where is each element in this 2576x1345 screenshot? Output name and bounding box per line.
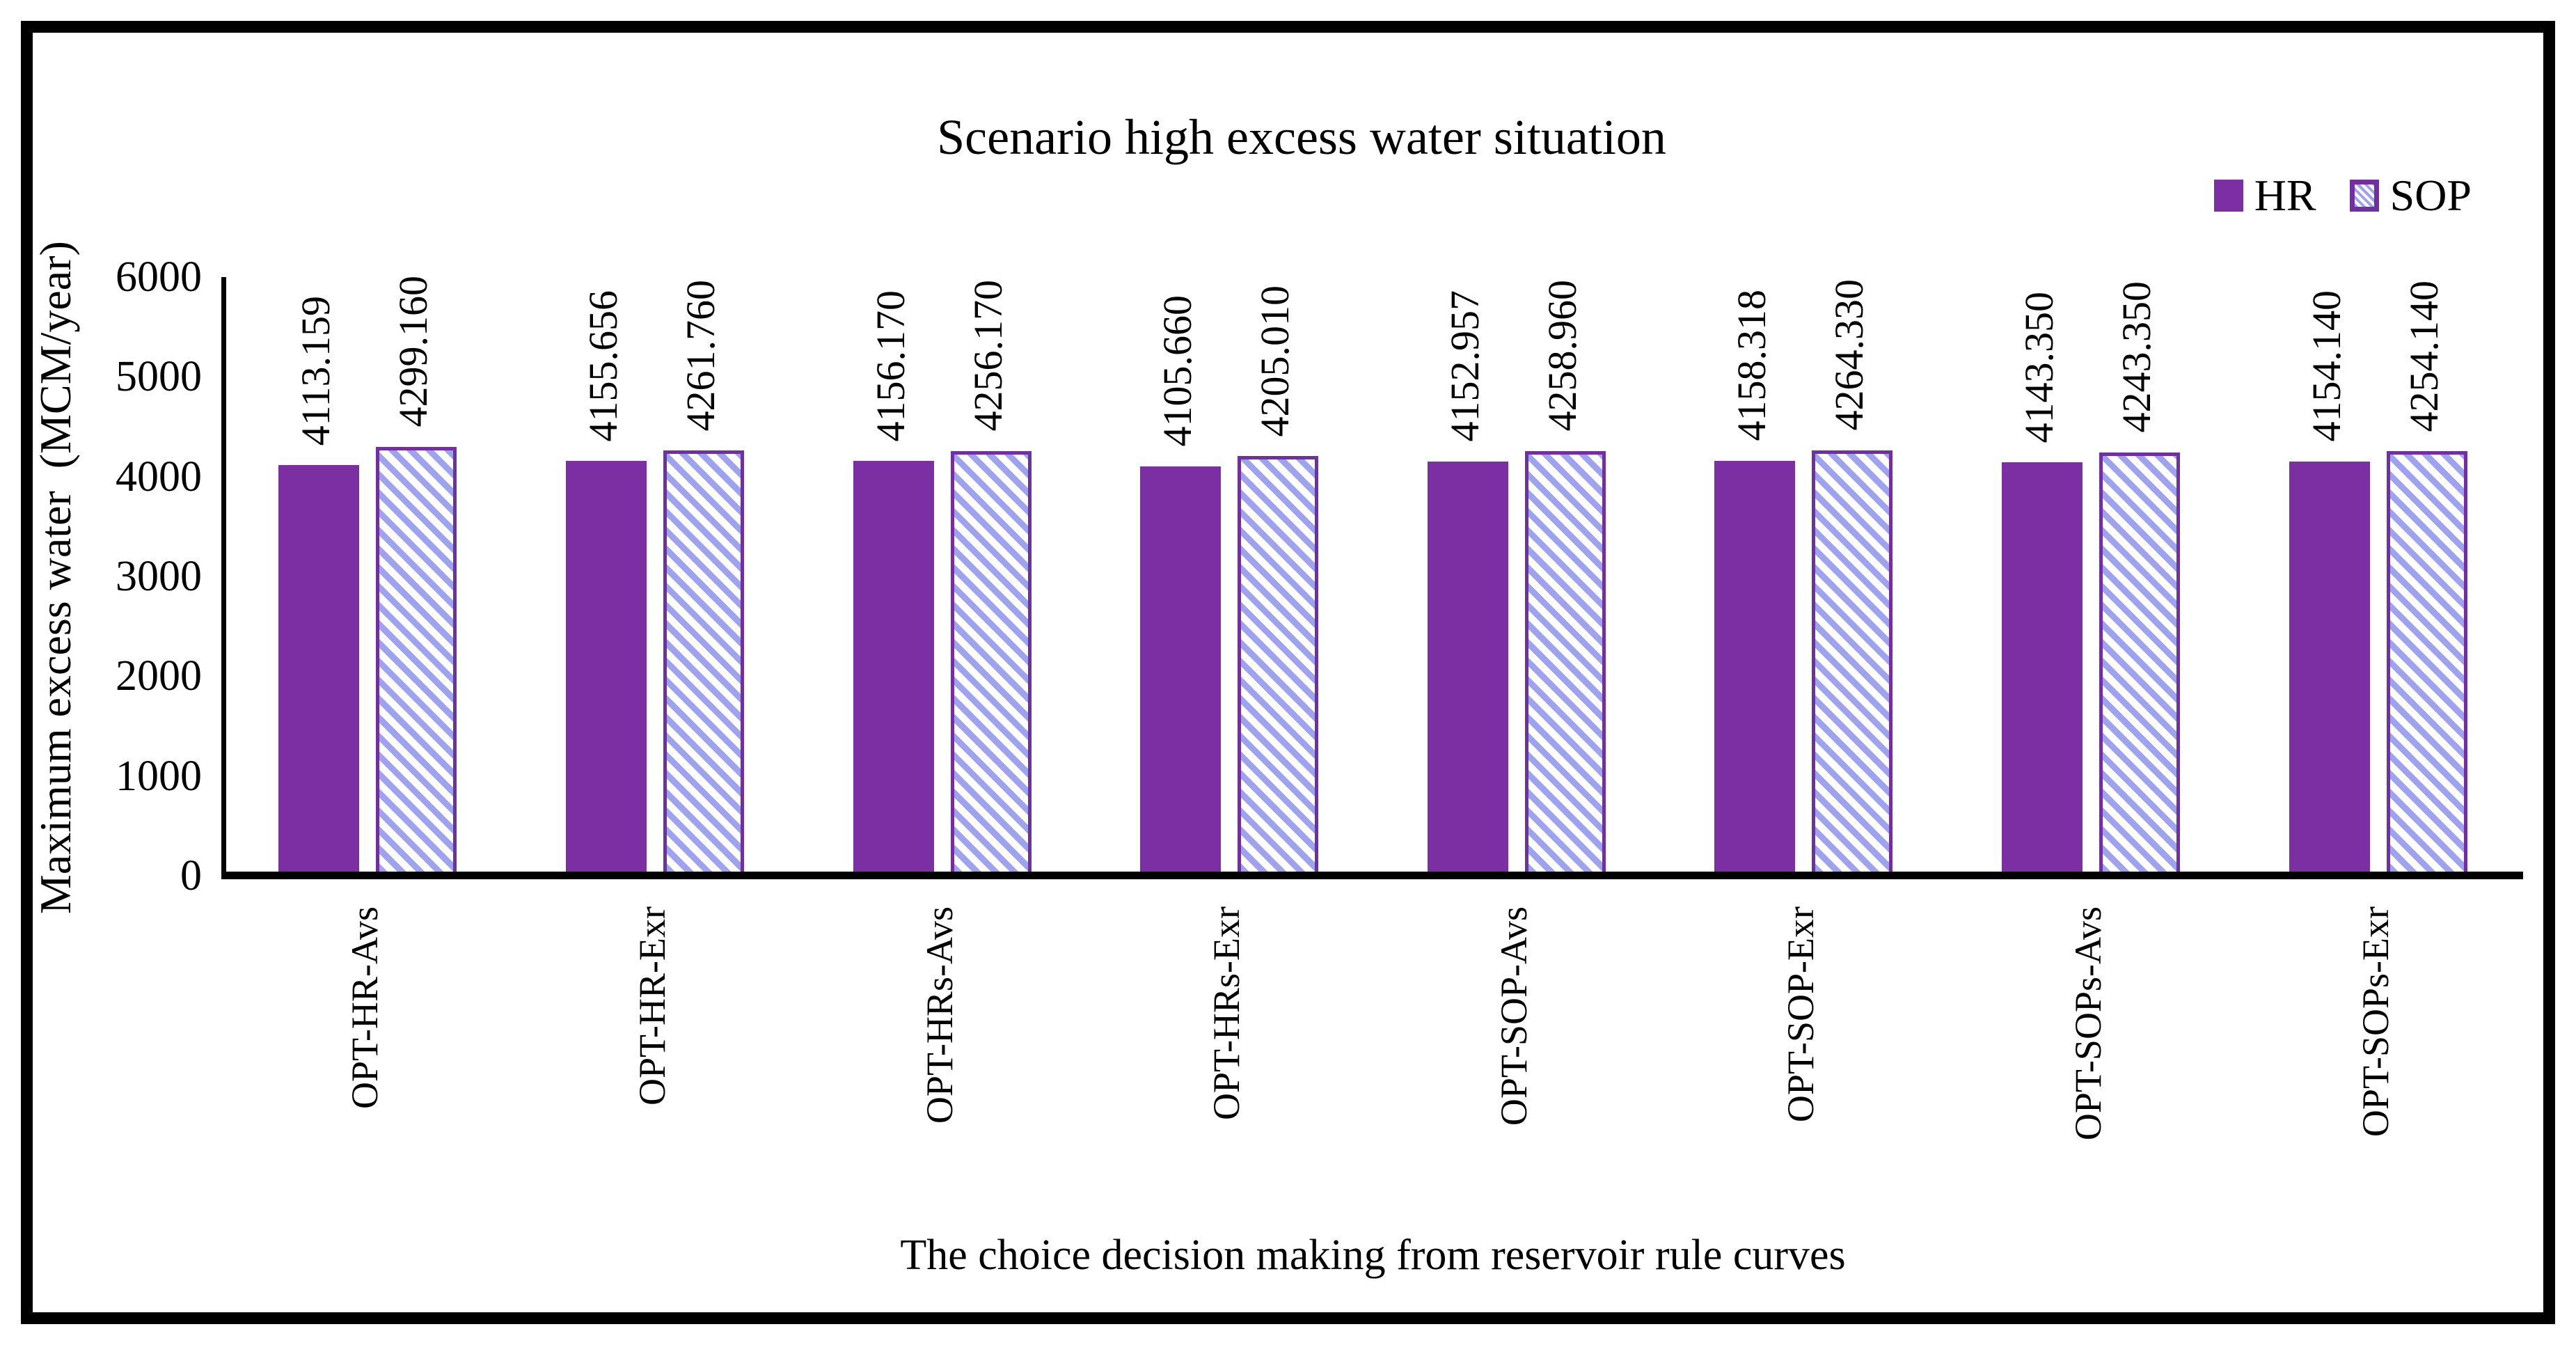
sop-series-swatch-icon [2349,180,2379,212]
bar-hr-opt-sops-exr [2289,461,2370,876]
legend-label-sop: SOP [2389,171,2472,220]
y-axis-line [221,277,226,876]
bar-hr-opt-sop-avs [1427,461,1508,876]
y-tick-label: 1000 [116,752,202,800]
bar-hr-opt-hrs-exr [1140,466,1222,876]
y-tick-label: 2000 [116,652,202,700]
legend-item-sop: SOP [2349,170,2472,221]
category-label-opt-hrs-avs: OPT-HRs-Avs [918,906,961,1124]
bar-sop-opt-sops-avs [2099,452,2181,876]
data-label-hr-opt-hr-exr: 4155.656 [580,290,626,442]
data-label-sop-opt-sops-avs: 4243.350 [2114,281,2160,433]
bar-sop-opt-hrs-avs [950,450,1032,876]
category-label-opt-hr-exr: OPT-HR-Exr [631,906,673,1106]
bar-sop-opt-sop-exr [1812,450,1893,876]
category-label-opt-sop-exr: OPT-SOP-Exr [1780,906,1822,1123]
data-label-sop-opt-sop-avs: 4258.960 [1539,280,1585,432]
bar-sop-opt-sop-avs [1524,450,1606,876]
category-label-opt-hrs-exr: OPT-HRs-Exr [1206,906,1248,1121]
bar-hr-opt-hr-avs [278,465,360,876]
chart-title: Scenario high excess water situation [937,109,1666,165]
data-label-sop-opt-hr-avs: 4299.160 [390,276,436,427]
category-label-opt-sops-avs: OPT-SOPs-Avs [2067,906,2110,1141]
data-label-sop-opt-sop-exr: 4264.330 [1826,279,1872,431]
bar-hr-opt-hr-exr [565,461,647,876]
legend-label-hr: HR [2254,171,2316,220]
legend: HR SOP [2213,170,2472,221]
data-label-sop-opt-hrs-avs: 4256.170 [965,280,1011,432]
data-label-hr-opt-hr-avs: 4113.159 [293,296,339,446]
data-label-sop-opt-hrs-exr: 4205.010 [1252,285,1298,437]
bar-sop-opt-hrs-exr [1238,456,1319,876]
y-tick-label: 6000 [116,253,202,301]
category-label-opt-sops-exr: OPT-SOPs-Exr [2354,906,2396,1138]
data-label-hr-opt-hrs-avs: 4156.170 [867,290,913,442]
y-tick-label: 0 [180,852,202,899]
bar-sop-opt-hr-avs [376,446,457,876]
data-label-hr-opt-sop-avs: 4152.957 [1441,290,1487,442]
data-label-hr-opt-sops-exr: 4154.140 [2303,290,2349,442]
y-tick-label: 5000 [116,353,202,401]
hr-series-swatch-icon [2213,180,2243,212]
data-label-hr-opt-sops-avs: 4143.350 [2016,291,2062,443]
category-label-opt-sop-avs: OPT-SOP-Avs [1492,906,1535,1126]
y-tick-label: 3000 [116,553,202,600]
category-label-opt-hr-avs: OPT-HR-Avs [344,906,386,1110]
bar-hr-opt-sop-exr [1714,460,1796,876]
bar-hr-opt-sops-avs [2002,462,2083,876]
data-label-hr-opt-sop-exr: 4158.318 [1729,290,1775,441]
data-label-sop-opt-hr-exr: 4261.760 [677,279,723,432]
legend-item-hr: HR [2213,170,2316,221]
x-axis-line [221,872,2523,879]
data-label-sop-opt-sops-exr: 4254.140 [2401,280,2447,432]
data-label-hr-opt-hrs-exr: 4105.660 [1155,295,1201,447]
bar-hr-opt-hrs-avs [853,461,934,876]
bar-sop-opt-hr-exr [663,450,744,876]
y-tick-label: 4000 [116,453,202,501]
bar-sop-opt-sops-exr [2386,451,2467,876]
x-axis-title: The choice decision making from reservoi… [900,1232,1846,1279]
